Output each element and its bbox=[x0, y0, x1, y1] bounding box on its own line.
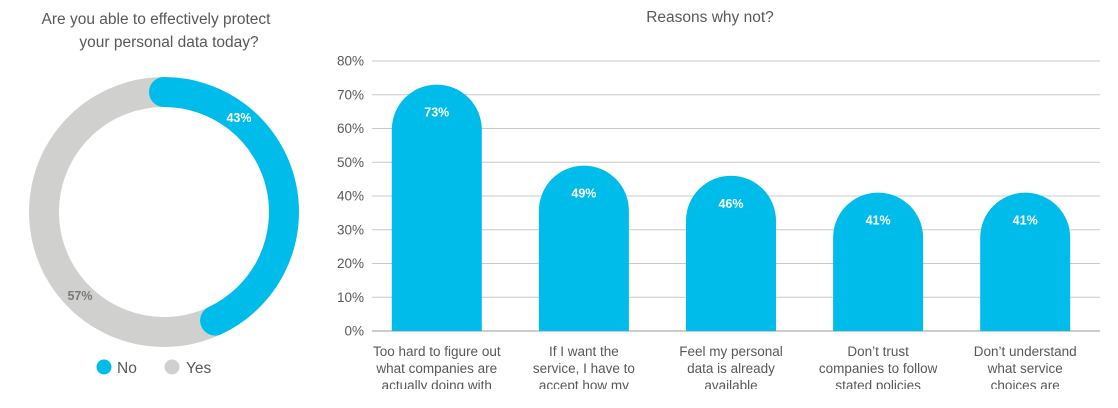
legend-marker-no bbox=[96, 359, 112, 375]
donut-label-no: 43% bbox=[226, 111, 251, 125]
bar-value-label: 41% bbox=[1013, 214, 1038, 228]
donut-legend: No Yes bbox=[96, 359, 212, 377]
bar-chart-title: Reasons why not? bbox=[646, 9, 774, 26]
y-tick-label: 40% bbox=[337, 189, 364, 204]
bar-value-label: 73% bbox=[424, 106, 449, 120]
x-category-label: available bbox=[704, 378, 757, 393]
bar-1 bbox=[391, 84, 482, 331]
bar-3 bbox=[686, 175, 776, 331]
x-category-label: what companies are bbox=[375, 361, 497, 376]
x-category-label: actually doing with bbox=[382, 378, 492, 393]
donut-title-line-1: Are you able to effectively protect bbox=[42, 11, 272, 28]
bar-4 bbox=[833, 192, 924, 331]
x-category-label: stated policies bbox=[835, 378, 921, 393]
x-category-label: choices are bbox=[991, 378, 1060, 393]
x-category-label: service, I have to bbox=[533, 361, 635, 376]
legend-label-no: No bbox=[117, 360, 137, 377]
bar-value-label: 41% bbox=[866, 214, 891, 228]
bar-5 bbox=[980, 192, 1071, 331]
y-tick-label: 80% bbox=[337, 54, 364, 69]
x-category-label: data is already bbox=[687, 361, 775, 376]
y-tick-label: 50% bbox=[337, 155, 364, 170]
x-category-label: Don’t understand bbox=[974, 344, 1077, 359]
x-category-label: If I want the bbox=[549, 344, 619, 359]
y-tick-label: 70% bbox=[337, 87, 364, 102]
y-tick-label: 30% bbox=[337, 222, 364, 237]
bar-2 bbox=[538, 165, 629, 331]
x-category-label: data is used bbox=[547, 395, 620, 408]
donut-chart: Are you able to effectively protect your… bbox=[29, 11, 299, 377]
donut-title-line-2: your personal data today? bbox=[79, 34, 259, 51]
x-category-label: companies to follow bbox=[819, 361, 938, 376]
donut-slice-yes bbox=[29, 77, 231, 347]
y-tick-label: 0% bbox=[344, 324, 364, 339]
donut-slice-no bbox=[149, 77, 299, 336]
bar-value-label: 49% bbox=[571, 187, 596, 201]
donut-label-yes: 57% bbox=[67, 289, 92, 303]
x-category-label: Feel my personal bbox=[679, 344, 783, 359]
x-category-label: accept how my bbox=[539, 378, 629, 393]
y-tick-label: 10% bbox=[337, 290, 364, 305]
bar-chart: Reasons why not? 0% 10% 20% 30% 40% 50% 60% 70%… bbox=[337, 9, 1100, 408]
y-tick-label: 20% bbox=[337, 256, 364, 271]
legend-marker-yes bbox=[164, 359, 180, 375]
x-category-label: Don’t trust bbox=[847, 344, 909, 359]
x-category-label: my data bbox=[413, 395, 462, 408]
bar-value-label: 46% bbox=[718, 197, 743, 211]
x-category-label: what service bbox=[987, 361, 1063, 376]
y-tick-label: 60% bbox=[337, 121, 364, 136]
legend-label-yes: Yes bbox=[186, 360, 212, 377]
x-category-label: Too hard to figure out bbox=[373, 344, 501, 359]
